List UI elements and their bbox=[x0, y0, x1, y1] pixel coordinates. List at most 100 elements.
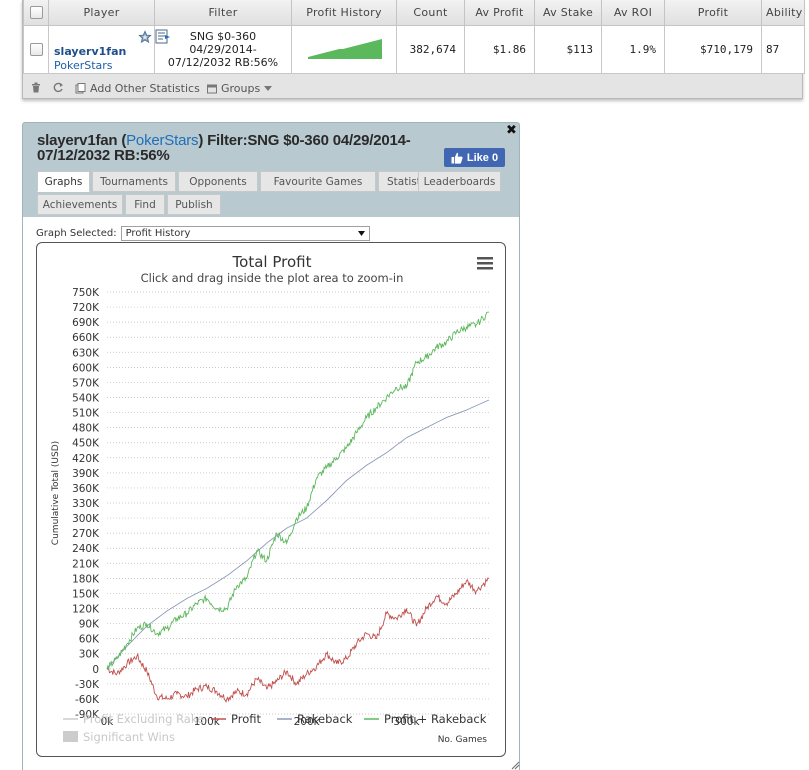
legend-label: Significant Wins bbox=[83, 730, 175, 744]
groups-icon bbox=[207, 84, 217, 93]
close-icon[interactable]: ✖ bbox=[506, 123, 517, 138]
tab-label: Find bbox=[134, 198, 156, 211]
add-stat-icon bbox=[75, 83, 86, 94]
delete-button[interactable] bbox=[31, 82, 45, 93]
select-all-cell[interactable] bbox=[23, 0, 49, 26]
header-count[interactable]: Count bbox=[396, 0, 465, 26]
tab-achievements[interactable]: Achievements bbox=[37, 194, 123, 215]
tab-favourite-games[interactable]: Favourite Games bbox=[260, 171, 376, 192]
y-tick-label: 240K bbox=[72, 543, 100, 555]
refresh-icon bbox=[53, 82, 63, 93]
header-av-profit[interactable]: Av Profit bbox=[464, 0, 535, 26]
legend-item[interactable]: Rakeback bbox=[277, 712, 353, 726]
chart-title: Total Profit bbox=[232, 253, 312, 271]
legend-item[interactable]: Significant Wins bbox=[63, 730, 175, 744]
y-tick-label: 540K bbox=[72, 393, 100, 405]
chart-menu-icon[interactable] bbox=[477, 257, 493, 270]
av-roi-value: 1.9% bbox=[601, 24, 665, 74]
resize-grip-icon[interactable] bbox=[510, 760, 520, 770]
table-row: slayerv1fan PokerStars SNG $0-360 04/29/… bbox=[23, 24, 805, 74]
trash-icon bbox=[32, 82, 40, 93]
select-all-checkbox[interactable] bbox=[29, 6, 43, 19]
table-header-row: Player Filter Profit History Count Av Pr… bbox=[23, 0, 805, 26]
graph-select-dropdown[interactable]: Profit History bbox=[120, 226, 370, 241]
tab-find[interactable]: Find bbox=[125, 194, 165, 215]
tab-tournaments[interactable]: Tournaments bbox=[92, 171, 176, 192]
legend-item[interactable]: Profit Excluding Rake bbox=[63, 712, 204, 726]
window-title: slayerv1fan (PokerStars) Filter:SNG $0-3… bbox=[37, 133, 457, 163]
y-tick-label: 60K bbox=[79, 634, 100, 646]
chart-container[interactable]: Total Profit Click and drag inside the p… bbox=[36, 242, 506, 757]
groups-dropdown[interactable]: Groups bbox=[207, 82, 276, 95]
header-av-roi[interactable]: Av ROI bbox=[601, 0, 665, 26]
tab-opponents[interactable]: Opponents bbox=[178, 171, 258, 192]
legend-item[interactable]: Profit + Rakeback bbox=[364, 712, 487, 726]
thumbs-up-icon bbox=[451, 152, 463, 164]
graph-selected-label: Graph Selected: bbox=[36, 228, 117, 239]
chart-subtitle: Click and drag inside the plot area to z… bbox=[141, 271, 404, 285]
header-profit[interactable]: Profit bbox=[664, 0, 762, 26]
filter-cell: SNG $0-360 04/29/2014- 07/12/2032 RB:56% bbox=[154, 24, 292, 74]
y-tick-label: -60K bbox=[75, 694, 100, 706]
x-axis-label: No. Games bbox=[438, 735, 488, 745]
y-tick-label: 480K bbox=[72, 423, 100, 435]
profit-chart[interactable]: Total Profit Click and drag inside the p… bbox=[37, 243, 505, 756]
groups-label: Groups bbox=[221, 82, 261, 95]
favourite-star-icon[interactable] bbox=[138, 29, 152, 44]
player-graph-window: ✖ slayerv1fan (PokerStars) Filter:SNG $0… bbox=[22, 122, 520, 770]
header-profit-history[interactable]: Profit History bbox=[291, 0, 397, 26]
series-line bbox=[106, 577, 490, 704]
legend-item[interactable]: Profit bbox=[211, 712, 261, 726]
like-label: Like 0 bbox=[466, 151, 499, 164]
y-tick-label: 210K bbox=[72, 558, 100, 570]
legend-label: Profit Excluding Rake bbox=[83, 712, 204, 726]
row-checkbox[interactable] bbox=[29, 42, 43, 56]
header-filter[interactable]: Filter bbox=[154, 0, 292, 26]
profit-value: $710,179 bbox=[664, 24, 762, 74]
tab-graphs[interactable]: Graphs bbox=[37, 171, 90, 192]
row-select-cell[interactable] bbox=[23, 24, 49, 74]
header-player[interactable]: Player bbox=[48, 0, 155, 26]
y-axis-label: Cumulative Total (USD) bbox=[51, 441, 61, 545]
legend-label: Profit bbox=[231, 712, 261, 726]
facebook-like-button[interactable]: Like 0 bbox=[444, 148, 505, 167]
ability-value: 87 bbox=[761, 24, 805, 74]
y-tick-label: 450K bbox=[72, 438, 100, 450]
refresh-button[interactable] bbox=[53, 82, 68, 93]
notes-icon[interactable] bbox=[155, 29, 171, 44]
profit-sparkline[interactable] bbox=[307, 38, 383, 60]
profit-history-cell[interactable] bbox=[291, 24, 397, 74]
y-tick-label: 660K bbox=[72, 332, 100, 344]
title-site-link[interactable]: PokerStars bbox=[126, 132, 199, 149]
y-tick-label: 600K bbox=[72, 362, 100, 374]
tab-label: Leaderboards bbox=[423, 175, 496, 188]
player-site-link[interactable]: PokerStars bbox=[54, 58, 113, 72]
add-other-statistics-button[interactable]: Add Other Statistics bbox=[75, 82, 200, 95]
legend-label: Rakeback bbox=[297, 712, 353, 726]
add-other-statistics-label: Add Other Statistics bbox=[90, 82, 200, 95]
x-tick-label: 0k bbox=[101, 716, 115, 728]
y-tick-label: 90K bbox=[79, 619, 100, 631]
y-tick-label: 30K bbox=[79, 649, 100, 661]
y-tick-label: 270K bbox=[72, 528, 100, 540]
av-stake-value: $113 bbox=[534, 24, 602, 74]
tab-publish[interactable]: Publish bbox=[167, 194, 221, 215]
stats-table: Player Filter Profit History Count Av Pr… bbox=[23, 0, 805, 74]
av-profit-value: $1.86 bbox=[464, 24, 535, 74]
y-tick-label: 690K bbox=[72, 317, 100, 329]
player-name-link[interactable]: slayerv1fan bbox=[54, 44, 127, 58]
table-toolbar: Add Other Statistics Groups bbox=[23, 77, 804, 99]
tab-leaderboards[interactable]: Leaderboards bbox=[418, 171, 501, 192]
y-tick-label: 720K bbox=[72, 302, 100, 314]
tab-label: Favourite Games bbox=[273, 175, 363, 188]
y-tick-label: -90K bbox=[75, 709, 100, 721]
player-cell: slayerv1fan PokerStars bbox=[48, 24, 170, 74]
filter-line: SNG $0-360 bbox=[189, 29, 257, 43]
series-line bbox=[106, 399, 490, 670]
y-tick-label: 0 bbox=[92, 664, 99, 676]
header-av-stake[interactable]: Av Stake bbox=[534, 0, 602, 26]
y-tick-label: 630K bbox=[72, 347, 100, 359]
header-ability[interactable]: Ability bbox=[761, 0, 805, 26]
y-tick-label: 420K bbox=[72, 453, 100, 465]
y-tick-label: 120K bbox=[72, 604, 100, 616]
